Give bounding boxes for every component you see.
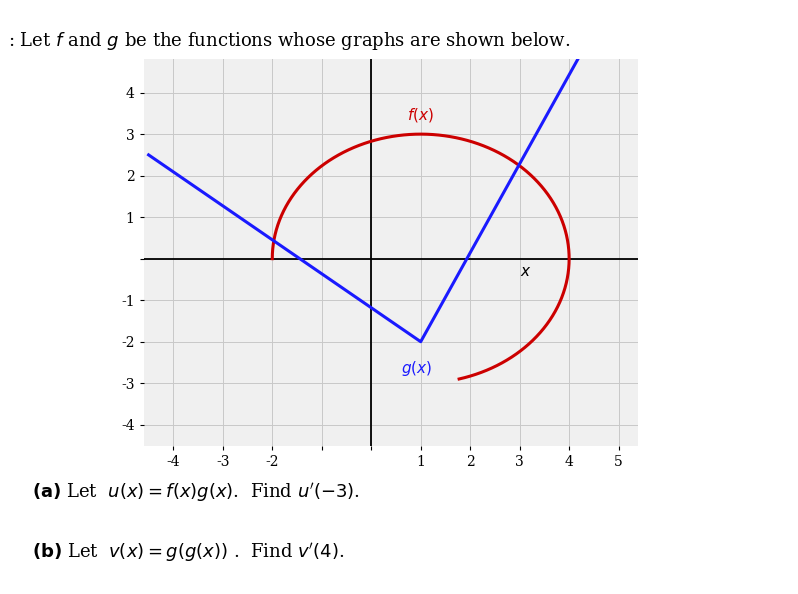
Text: $f(x)$: $f(x)$ [407, 106, 434, 124]
Text: $g(x)$: $g(x)$ [401, 359, 433, 378]
Text: $x$: $x$ [519, 265, 531, 279]
Text: : Let $f$ and $g$ be the functions whose graphs are shown below.: : Let $f$ and $g$ be the functions whose… [8, 30, 571, 52]
Text: $\mathbf{(b)}$ Let  $v(x) = g(g(x))$ .  Find $v'(4)$.: $\mathbf{(b)}$ Let $v(x) = g(g(x))$ . Fi… [32, 541, 344, 564]
Text: $\mathbf{(a)}$ Let  $u(x) = f(x)g(x)$.  Find $u'(-3)$.: $\mathbf{(a)}$ Let $u(x) = f(x)g(x)$. Fi… [32, 481, 360, 504]
